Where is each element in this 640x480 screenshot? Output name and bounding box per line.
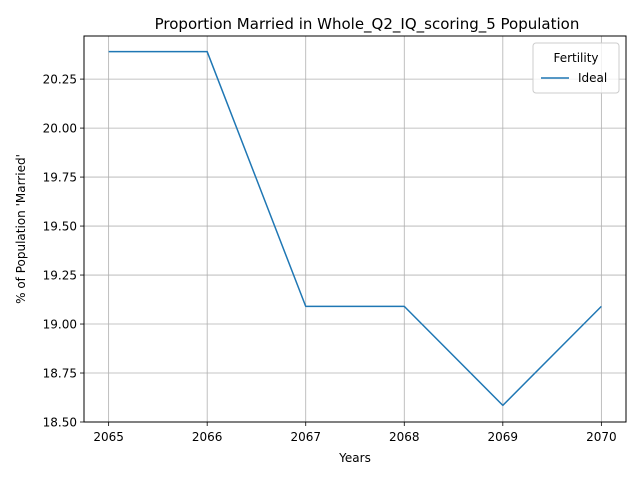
- series-line: [108, 50, 602, 407]
- series-layer: [108, 50, 602, 407]
- x-axis-label: Years: [338, 451, 371, 465]
- y-tick-label: 18.50: [43, 416, 77, 430]
- plot-frame: [83, 35, 627, 423]
- x-axis: 2065 2066 2067 2068 2069 2070: [93, 422, 617, 444]
- x-tick-label: 2066: [192, 430, 223, 444]
- y-tick-label: 18.75: [43, 367, 77, 381]
- legend-box: [532, 42, 620, 94]
- x-tick-label: 2070: [586, 430, 617, 444]
- y-tick-label: 19.50: [43, 220, 77, 234]
- y-tick-label: 19.00: [43, 318, 77, 332]
- legend: Fertility Ideal: [532, 42, 620, 94]
- legend-title: Fertility: [553, 51, 598, 65]
- y-axis-label: % of Population 'Married': [14, 154, 28, 304]
- x-tick-label: 2065: [93, 430, 124, 444]
- legend-label-ideal: Ideal: [578, 71, 607, 85]
- y-tick-label: 19.75: [43, 171, 77, 185]
- y-tick-label: 19.25: [43, 269, 77, 283]
- x-tick-label: 2069: [488, 430, 519, 444]
- x-tick-label: 2067: [290, 430, 321, 444]
- x-tick-label: 2068: [389, 430, 420, 444]
- chart-title: Proportion Married in Whole_Q2_IQ_scorin…: [155, 15, 580, 34]
- y-axis: 18.50 18.75 19.00 19.25 19.50 19.75 20.00 20.25: [43, 73, 84, 430]
- y-tick-label: 20.25: [43, 73, 77, 87]
- y-tick-label: 20.00: [43, 122, 77, 136]
